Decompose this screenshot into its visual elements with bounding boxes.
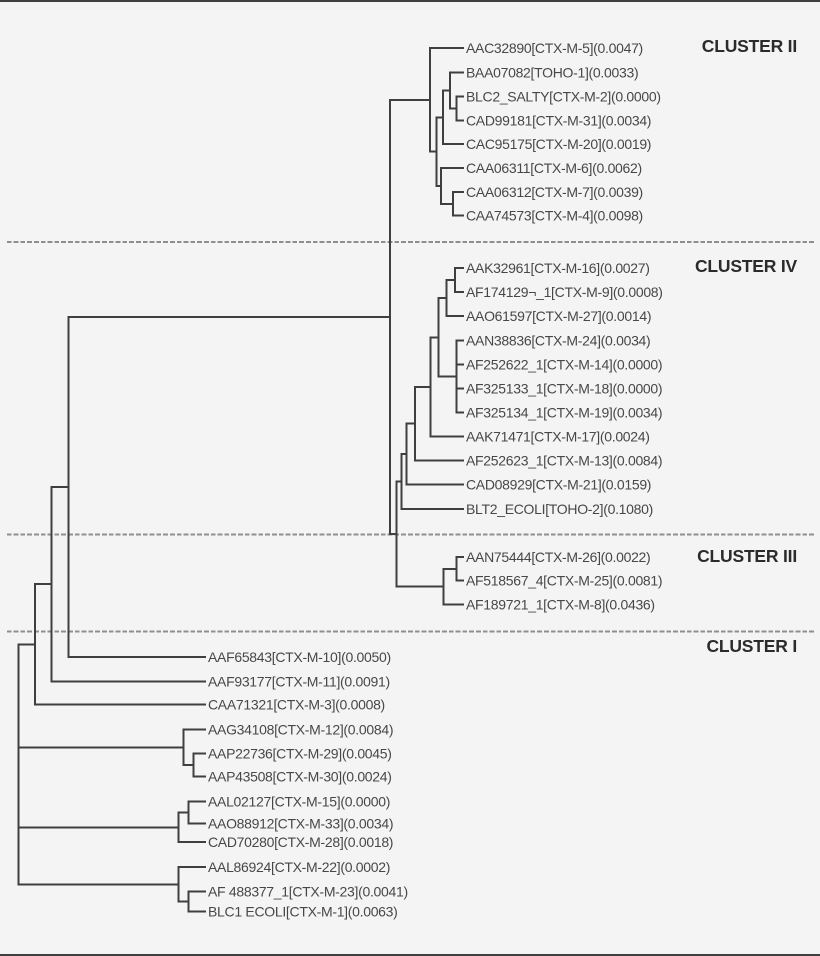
leaf-label: AAP22736[CTX-M-29](0.0045) — [208, 745, 392, 761]
leaf-label: AAG34108[CTX-M-12](0.0084) — [208, 721, 393, 737]
leaf-label: AAF93177[CTX-M-11](0.0091) — [208, 673, 390, 689]
leaf-label: BAA07082[TOHO-1](0.0033) — [466, 64, 638, 80]
leaf-label: AF518567_4[CTX-M-25](0.0081) — [466, 572, 662, 588]
leaf-label: CAC95175[CTX-M-20](0.0019) — [466, 136, 651, 152]
leaf-label: AAO88912[CTX-M-33](0.0034) — [208, 815, 393, 831]
leaf-label: AAN75444[CTX-M-26](0.0022) — [466, 549, 650, 565]
leaf-label: AAP43508[CTX-M-30](0.0024) — [208, 768, 392, 784]
leaf-label: AF325134_1[CTX-M-19](0.0034) — [466, 404, 662, 420]
cluster-iii-label: CLUSTER III — [697, 546, 797, 566]
leaf-label: CAA06312[CTX-M-7](0.0039) — [466, 184, 643, 200]
leaf-label: BLC2_SALTY[CTX-M-2](0.0000) — [466, 88, 661, 104]
figure-bottom-border — [0, 954, 820, 956]
leaf-label: CAA74573[CTX-M-4](0.0098) — [466, 207, 643, 223]
leaf-label: AAL86924[CTX-M-22](0.0002) — [208, 859, 390, 875]
leaf-label: AAL02127[CTX-M-15](0.0000) — [208, 793, 390, 809]
figure-top-border — [0, 0, 820, 2]
leaf-label: BLT2_ECOLI[TOHO-2](0.1080) — [466, 501, 653, 517]
leaf-label: AF174129¬_1[CTX-M-9](0.0008) — [466, 284, 663, 300]
leaf-label: AAO61597[CTX-M-27](0.0014) — [466, 308, 651, 324]
leaf-label: AAK71471[CTX-M-17](0.0024) — [466, 428, 650, 444]
leaf-label: AF252623_1[CTX-M-13](0.0084) — [466, 452, 662, 468]
leaf-label: AAK32961[CTX-M-16](0.0027) — [466, 260, 650, 276]
leaf-label: BLC1 ECOLI[CTX-M-1](0.0063) — [208, 903, 398, 919]
leaf-label: CAD99181[CTX-M-31](0.0034) — [466, 112, 651, 128]
cluster-ii-label: CLUSTER II — [701, 36, 797, 56]
leaf-label: AF325133_1[CTX-M-18](0.0000) — [466, 380, 662, 396]
leaf-label: CAD70280[CTX-M-28](0.0018) — [208, 834, 393, 850]
cluster-i-label: CLUSTER I — [706, 636, 797, 656]
leaf-label: AF 488377_1[CTX-M-23](0.0041) — [208, 883, 408, 899]
leaf-label: AAF65843[CTX-M-10](0.0050) — [208, 649, 391, 665]
leaf-label: CAA06311[CTX-M-6](0.0062) — [466, 160, 642, 176]
leaf-label: AF252622_1[CTX-M-14](0.0000) — [466, 356, 662, 372]
leaf-label: AAC32890[CTX-M-5](0.0047) — [466, 40, 643, 56]
cluster-iv-label: CLUSTER IV — [694, 256, 797, 276]
leaf-label: CAD08929[CTX-M-21](0.0159) — [466, 476, 651, 492]
leaf-label: AF189721_1[CTX-M-8](0.0436) — [466, 596, 655, 612]
leaf-label: CAA71321[CTX-M-3](0.0008) — [208, 696, 385, 712]
leaf-label: AAN38836[CTX-M-24](0.0034) — [466, 332, 650, 348]
